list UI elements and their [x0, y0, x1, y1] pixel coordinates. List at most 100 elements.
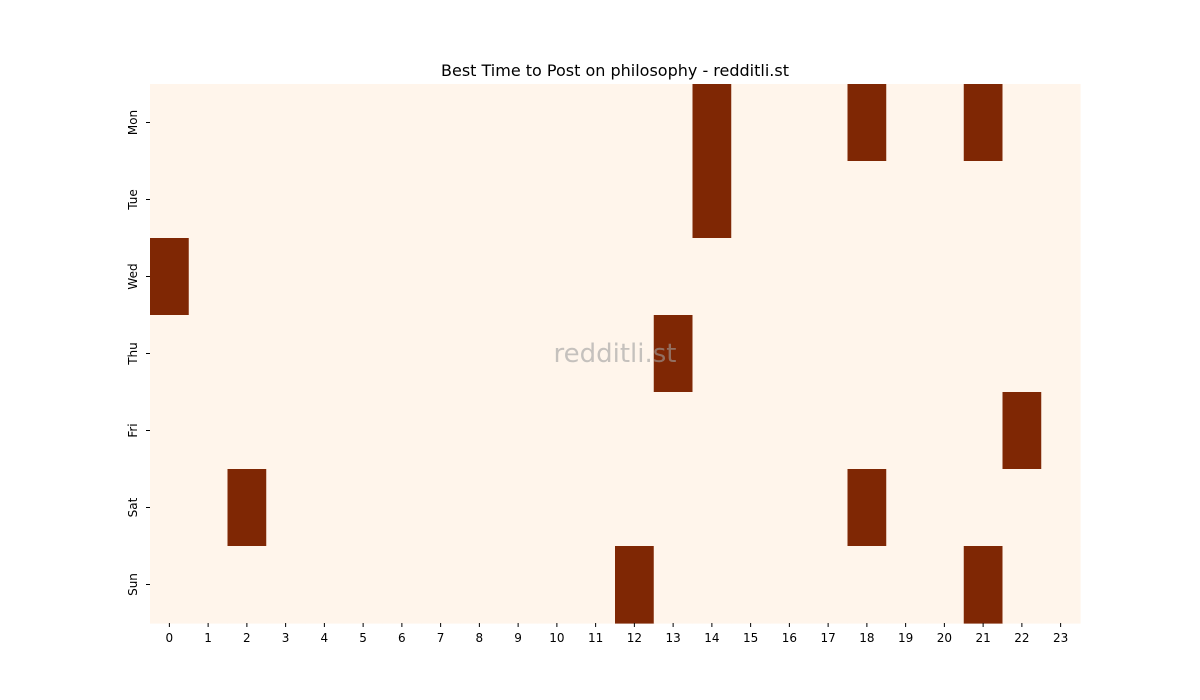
heatmap-cell-wed-10	[537, 238, 577, 316]
heatmap-cell-fri-7	[421, 392, 461, 470]
heatmap-cell-thu-6	[382, 315, 422, 393]
heatmap-cell-sat-5	[343, 469, 384, 547]
heatmap-cell-fri-15	[731, 392, 771, 470]
heatmap-cell-tue-17	[808, 161, 849, 239]
heatmap-cell-mon-14	[692, 84, 732, 162]
heatmap-cell-wed-15	[731, 238, 771, 316]
heatmap-cell-thu-3	[266, 315, 306, 393]
heatmap-cell-sun-3	[266, 546, 306, 624]
heatmap-cell-sun-9	[498, 546, 539, 624]
heatmap-cell-fri-12	[615, 392, 655, 470]
heatmap-cell-mon-3	[266, 84, 306, 162]
heatmap-cell-tue-11	[576, 161, 616, 239]
heatmap-cell-sat-7	[421, 469, 461, 547]
heatmap-cell-thu-17	[808, 315, 849, 393]
heatmap-cell-sat-4	[305, 469, 345, 547]
heatmap-cell-sat-19	[886, 469, 926, 547]
heatmap-cell-tue-8	[460, 161, 500, 239]
heatmap-cell-mon-19	[886, 84, 926, 162]
x-tick-label: 5	[359, 631, 367, 645]
x-tick-label: 4	[321, 631, 329, 645]
heatmap-cell-thu-10	[537, 315, 577, 393]
heatmap-cell-wed-12	[615, 238, 655, 316]
x-tick-label: 9	[514, 631, 522, 645]
x-tick-label: 3	[282, 631, 290, 645]
heatmap-cell-thu-13	[653, 315, 694, 393]
heatmap-cell-sat-9	[498, 469, 539, 547]
heatmap-cell-tue-19	[886, 161, 926, 239]
heatmap-cell-mon-13	[653, 84, 694, 162]
heatmap-cell-sun-13	[653, 546, 694, 624]
heatmap-cell-mon-8	[460, 84, 500, 162]
heatmap-cell-thu-11	[576, 315, 616, 393]
heatmap-cell-sun-5	[343, 546, 384, 624]
heatmap-cell-sun-22	[1002, 546, 1042, 624]
heatmap-cell-fri-9	[498, 392, 539, 470]
heatmap-cell-mon-20	[925, 84, 965, 162]
x-tick-label: 13	[665, 631, 680, 645]
heatmap-cell-sat-14	[692, 469, 732, 547]
heatmap-cell-thu-9	[498, 315, 539, 393]
heatmap-cell-wed-17	[808, 238, 849, 316]
heatmap-cell-sat-10	[537, 469, 577, 547]
heatmap-cell-sat-17	[808, 469, 849, 547]
x-tick-label: 23	[1053, 631, 1068, 645]
watermark-text: redditli.st	[554, 339, 677, 369]
y-tick-label: Wed	[126, 263, 140, 289]
heatmap-cell-mon-17	[808, 84, 849, 162]
heatmap-cell-tue-20	[925, 161, 965, 239]
heatmap-cell-fri-19	[886, 392, 926, 470]
heatmap-cell-tue-6	[382, 161, 422, 239]
x-tick-label: 18	[859, 631, 874, 645]
heatmap-cell-sat-6	[382, 469, 422, 547]
heatmap-cell-sat-8	[460, 469, 500, 547]
x-tick-label: 17	[820, 631, 835, 645]
heatmap-cell-mon-22	[1002, 84, 1042, 162]
y-axis: Mon Tue Wed Thu Fri Sat Sun	[126, 110, 150, 596]
heatmap-cell-mon-16	[770, 84, 810, 162]
heatmap-cell-sat-15	[731, 469, 771, 547]
heatmap-cell-fri-13	[653, 392, 694, 470]
heatmap-cell-sun-8	[460, 546, 500, 624]
heatmap-cell-tue-15	[731, 161, 771, 239]
heatmap-cell-tue-5	[343, 161, 384, 239]
x-tick-label: 16	[782, 631, 797, 645]
heatmap-cell-mon-18	[847, 84, 887, 162]
y-tick-label: Sun	[126, 573, 140, 596]
heatmap-cell-mon-23	[1041, 84, 1081, 162]
heatmap-cell-fri-5	[343, 392, 384, 470]
heatmap-cell-sun-10	[537, 546, 577, 624]
heatmap-cell-sat-21	[963, 469, 1004, 547]
heatmap-cell-wed-18	[847, 238, 887, 316]
heatmap-cell-mon-10	[537, 84, 577, 162]
heatmap-cell-tue-12	[615, 161, 655, 239]
heatmap-cell-sun-21	[963, 546, 1004, 624]
heatmap-cell-fri-8	[460, 392, 500, 470]
heatmap-cell-thu-20	[925, 315, 965, 393]
heatmap-cell-thu-16	[770, 315, 810, 393]
heatmap-cell-wed-23	[1041, 238, 1081, 316]
heatmap-cell-mon-4	[305, 84, 345, 162]
heatmap-cell-thu-12	[615, 315, 655, 393]
heatmap-cells	[150, 84, 1081, 624]
chart-title: Best Time to Post on philosophy - reddit…	[441, 61, 789, 80]
heatmap-cell-wed-11	[576, 238, 616, 316]
heatmap-cell-mon-7	[421, 84, 461, 162]
heatmap-cell-tue-4	[305, 161, 345, 239]
heatmap-cell-sat-3	[266, 469, 306, 547]
heatmap-cell-thu-23	[1041, 315, 1081, 393]
heatmap-cell-mon-11	[576, 84, 616, 162]
y-tick-label: Tue	[126, 189, 140, 211]
x-tick-label: 20	[937, 631, 952, 645]
heatmap-cell-fri-14	[692, 392, 732, 470]
heatmap-cell-fri-18	[847, 392, 887, 470]
heatmap-cell-fri-1	[188, 392, 229, 470]
heatmap-cell-fri-11	[576, 392, 616, 470]
heatmap-cell-tue-14	[692, 161, 732, 239]
heatmap-cell-sun-19	[886, 546, 926, 624]
heatmap-cell-thu-5	[343, 315, 384, 393]
heatmap-cell-tue-21	[963, 161, 1004, 239]
x-tick-label: 11	[588, 631, 603, 645]
heatmap-cell-mon-15	[731, 84, 771, 162]
heatmap-cell-thu-2	[227, 315, 267, 393]
